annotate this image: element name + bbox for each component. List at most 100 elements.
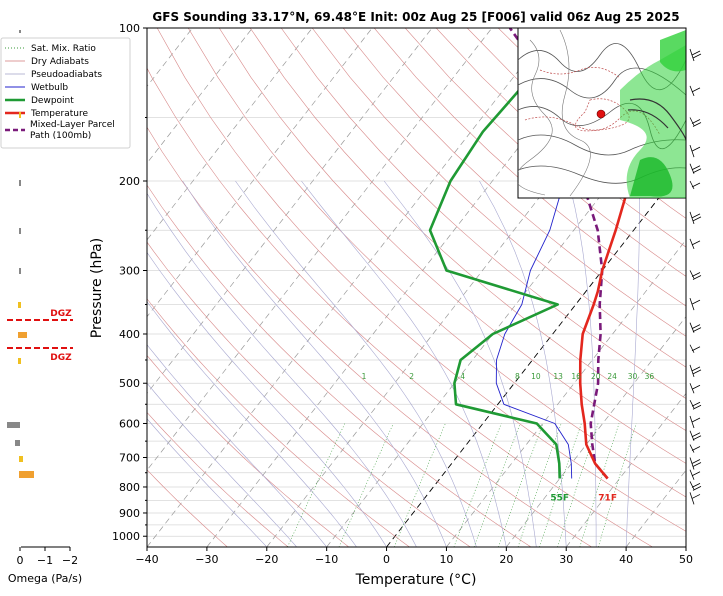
isotherm-line [147, 28, 553, 547]
x-tick-label: 40 [619, 553, 633, 566]
dgz-label-top: DGZ [50, 309, 72, 319]
dry-adiabat [342, 28, 686, 337]
wind-barb-flag [691, 494, 701, 499]
dry-adiabat [147, 411, 289, 547]
wind-barb [689, 180, 695, 190]
mixing-ratio-label: 36 [645, 372, 655, 381]
pseudoadiabat [479, 180, 567, 547]
wind-barb [689, 270, 695, 279]
mixing-ratio-line [473, 423, 521, 547]
x-axis-label: Temperature (°C) [355, 572, 477, 588]
wind-barb-flag [692, 462, 702, 467]
y-tick-label: 800 [119, 481, 140, 494]
dry-adiabat [280, 28, 686, 399]
x-tick-label: −30 [195, 553, 218, 566]
mixing-ratio-label: 16 [571, 372, 581, 381]
omega-tick-2: −2 [62, 554, 78, 567]
legend-sat-mix-ratio: Sat. Mix. Ratio [31, 44, 96, 54]
mixing-ratio-label: 2 [409, 372, 414, 381]
surface-temperature-label: 71F [598, 494, 617, 504]
pseudoadiabat [147, 301, 357, 547]
pseudoadiabat [147, 344, 327, 547]
pseudoadiabat [568, 180, 597, 547]
wind-barb [689, 400, 695, 409]
omega-tick-0: 0 [17, 554, 24, 567]
mixing-ratio-line [517, 423, 562, 547]
mixing-ratio-label: 8 [515, 372, 520, 381]
mixing-ratio-line [394, 423, 446, 547]
wind-barb [689, 117, 695, 126]
dry-adiabat [249, 28, 686, 431]
pseudoadiabat [147, 251, 387, 547]
mixing-ratio-label: 20 [591, 372, 601, 381]
dry-adiabat [147, 126, 592, 547]
wind-barb-flag [692, 122, 702, 127]
mixing-ratio-line [287, 423, 346, 547]
wind-barb-flag [691, 272, 701, 277]
pseudoadiabat [147, 418, 268, 547]
wind-barb-flag [691, 471, 701, 477]
wind-barb [689, 344, 695, 353]
inset-map [517, 27, 687, 199]
omega-axis-label: Omega (Pa/s) [8, 572, 82, 585]
mixing-ratio-labels: 1 2 4 8 10 13 16 20 24 30 36 [362, 372, 655, 381]
x-tick-label: −10 [315, 553, 338, 566]
wind-barb-flag [691, 432, 701, 438]
wind-barb-flag [692, 369, 702, 375]
pseudoadiabat [182, 180, 447, 547]
y-tick-label: 1000 [112, 530, 140, 543]
wind-barb-flag [692, 435, 702, 441]
mixing-ratio-line [453, 423, 502, 547]
wind-barb [689, 444, 695, 453]
wind-barb-flag [691, 459, 701, 464]
wind-barb-flag [691, 240, 701, 246]
x-tick-label: −20 [255, 553, 278, 566]
dry-adiabat [147, 469, 228, 547]
wind-barb-flag [691, 384, 701, 390]
mixing-ratio-label: 13 [553, 372, 563, 381]
wind-barb-flag [691, 182, 701, 188]
mixing-ratio-line [579, 423, 620, 547]
legend-dewpoint: Dewpoint [31, 96, 74, 106]
legend-pseudoadiabats: Pseudoadiabats [31, 70, 102, 80]
wind-barb-flag [691, 417, 701, 423]
wind-barb-flag [691, 87, 701, 93]
pseudoadiabat [235, 180, 477, 547]
wind-barb [689, 85, 695, 97]
wind-barb-flag [692, 168, 702, 174]
wind-barb-flag [691, 324, 701, 330]
legend: Sat. Mix. Ratio Dry Adiabats Pseudoadiab… [0, 37, 131, 149]
dry-adiabat [147, 184, 532, 547]
wind-barb-flag [691, 50, 701, 56]
wind-barb-flag [691, 146, 701, 152]
legend-parcel-path: Mixed-Layer Parcel Path (100mb) [30, 120, 115, 141]
wind-barbs [685, 28, 702, 547]
pseudoadiabat [147, 192, 417, 547]
y-tick-label: 100 [119, 22, 140, 35]
wind-barb-flag [691, 119, 701, 124]
isotherm-line [147, 28, 493, 471]
mixing-ratio-label: 10 [531, 372, 541, 381]
dry-adiabat [218, 28, 686, 464]
legend-wetbulb: Wetbulb [31, 83, 68, 93]
omega-tick-1: −1 [37, 554, 53, 567]
dgz-label-bottom: DGZ [50, 353, 72, 363]
mixing-ratio-label: 30 [628, 372, 638, 381]
dry-adiabat [435, 28, 686, 248]
mixing-ratio-label: 24 [607, 372, 617, 381]
mixing-ratio-line [338, 423, 394, 547]
wind-barb-flag [692, 486, 702, 491]
dry-adiabat [404, 28, 686, 277]
y-tick-label: 200 [119, 175, 140, 188]
x-tick-label: 30 [559, 553, 573, 566]
mixing-ratio-line [498, 423, 544, 547]
wind-barb-flag [692, 327, 702, 333]
wind-barb-flag [691, 401, 701, 407]
surface-dewpoint-label: 55F [550, 494, 569, 504]
chart-title: GFS Sounding 33.17°N, 69.48°E Init: 00z … [152, 10, 679, 24]
pseudoadiabat [625, 180, 640, 547]
legend-dry-adiabats: Dry Adiabats [31, 57, 89, 67]
mixing-ratio-line [598, 423, 637, 547]
x-tick-label: 50 [679, 553, 693, 566]
dry-adiabat [147, 241, 471, 547]
